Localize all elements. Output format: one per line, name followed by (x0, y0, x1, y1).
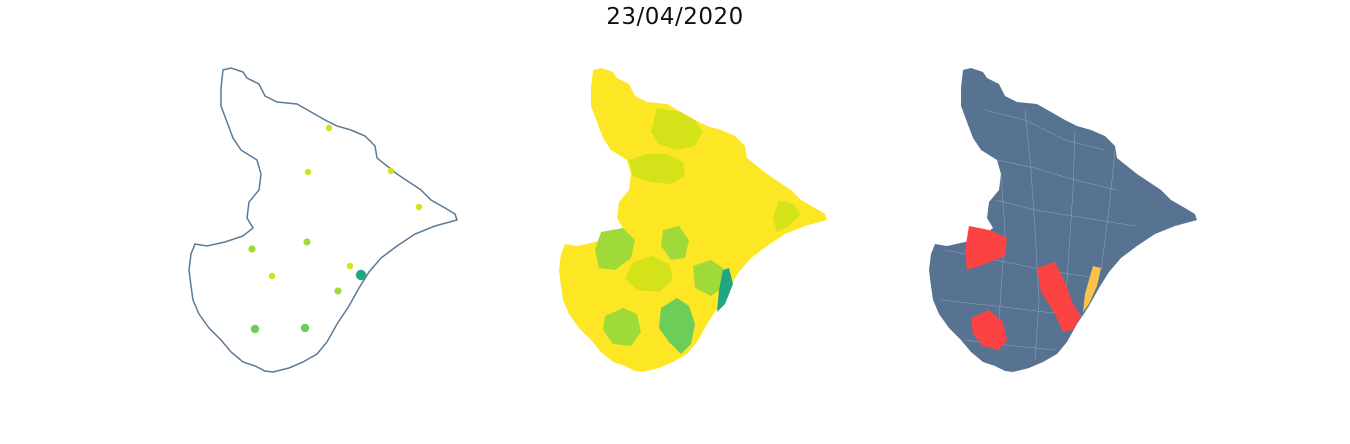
state-shape-status (929, 68, 1197, 372)
bubble-point (415, 203, 423, 211)
region-red-south (971, 310, 1007, 350)
bubble-point (346, 262, 354, 270)
region-north-light (651, 108, 703, 150)
bubble-point (387, 167, 395, 175)
bubble-point (304, 168, 312, 176)
region-coast-teal (717, 268, 733, 312)
region-east-coast-mid (693, 260, 725, 296)
bubble-point (303, 238, 311, 246)
region-south-mid (603, 308, 641, 346)
region-orange-coast (1083, 266, 1101, 312)
choropleth-map-svg (559, 68, 827, 372)
bubble-point (248, 245, 256, 253)
state-outline (188, 67, 458, 373)
bubble-point (250, 324, 260, 334)
bubble-point (334, 287, 342, 295)
status-map-panel (905, 50, 1235, 390)
region-center-light (629, 154, 685, 184)
region-south-green (659, 298, 695, 354)
bubble-points (248, 124, 423, 334)
state-shape-base (559, 68, 827, 372)
region-southwest-mid (595, 228, 635, 270)
bubble-point (300, 323, 310, 333)
bubble-map-panel (165, 50, 495, 390)
bubble-point (355, 269, 367, 281)
region-center-mid (661, 226, 689, 260)
status-map-svg (929, 68, 1197, 372)
map-date-title: 23/04/2020 (606, 4, 744, 30)
region-red-west (965, 226, 1007, 270)
bubble-map-svg (188, 67, 458, 373)
bubble-point (325, 124, 333, 132)
region-southcenter-light (625, 256, 673, 292)
region-red-center (1037, 262, 1081, 332)
region-east-light (773, 200, 801, 232)
bubble-point (268, 272, 276, 280)
choropleth-map-panel (535, 50, 865, 390)
